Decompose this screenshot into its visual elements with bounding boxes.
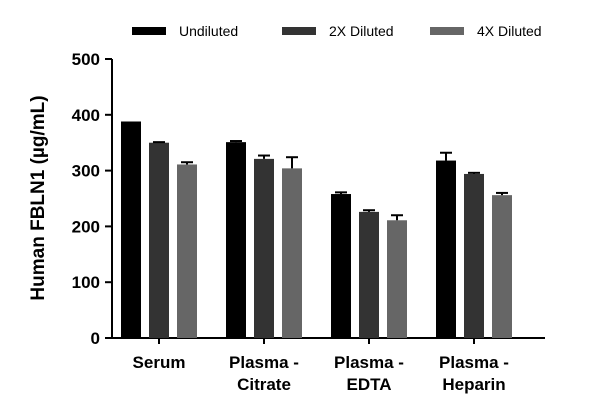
bar bbox=[121, 121, 141, 338]
bar bbox=[436, 160, 456, 338]
y-tick-label: 200 bbox=[72, 217, 100, 236]
y-axis-label: Human FBLN1 (µg/mL) bbox=[28, 95, 49, 300]
bar bbox=[492, 195, 512, 338]
y-tick-label: 500 bbox=[72, 50, 100, 69]
y-tick-label: 100 bbox=[72, 273, 100, 292]
legend-label: Undiluted bbox=[179, 23, 238, 39]
x-axis: Serum Plasma - Citrate Plasma - EDTA Plasma -… bbox=[112, 337, 545, 394]
bar bbox=[254, 158, 274, 338]
y-tick-label: 0 bbox=[91, 329, 100, 348]
x-tick-label: Serum bbox=[133, 353, 186, 372]
legend: Undiluted 2X Diluted 4X Diluted bbox=[132, 23, 542, 39]
bar bbox=[331, 194, 351, 338]
bar bbox=[177, 164, 197, 338]
x-tick-label: Citrate bbox=[237, 375, 291, 394]
x-tick-label: Plasma - bbox=[229, 353, 299, 372]
y-tick-label: 300 bbox=[72, 162, 100, 181]
x-tick-label: Heparin bbox=[442, 375, 505, 394]
y-tick-label: 400 bbox=[72, 106, 100, 125]
legend-label: 2X Diluted bbox=[329, 23, 394, 39]
bar bbox=[282, 168, 302, 338]
bars bbox=[121, 121, 512, 338]
bar bbox=[359, 211, 379, 338]
bar bbox=[226, 142, 246, 338]
y-axis: 0 100 200 300 400 500 bbox=[72, 50, 113, 348]
legend-swatch bbox=[282, 27, 316, 35]
legend-label: 4X Diluted bbox=[477, 23, 542, 39]
bar bbox=[387, 220, 407, 338]
legend-swatch bbox=[132, 27, 166, 35]
legend-swatch bbox=[430, 27, 464, 35]
x-tick-label: Plasma - bbox=[439, 353, 509, 372]
x-tick-label: EDTA bbox=[346, 375, 391, 394]
x-tick-label: Plasma - bbox=[334, 353, 404, 372]
bar bbox=[464, 173, 484, 338]
bar bbox=[149, 142, 169, 338]
